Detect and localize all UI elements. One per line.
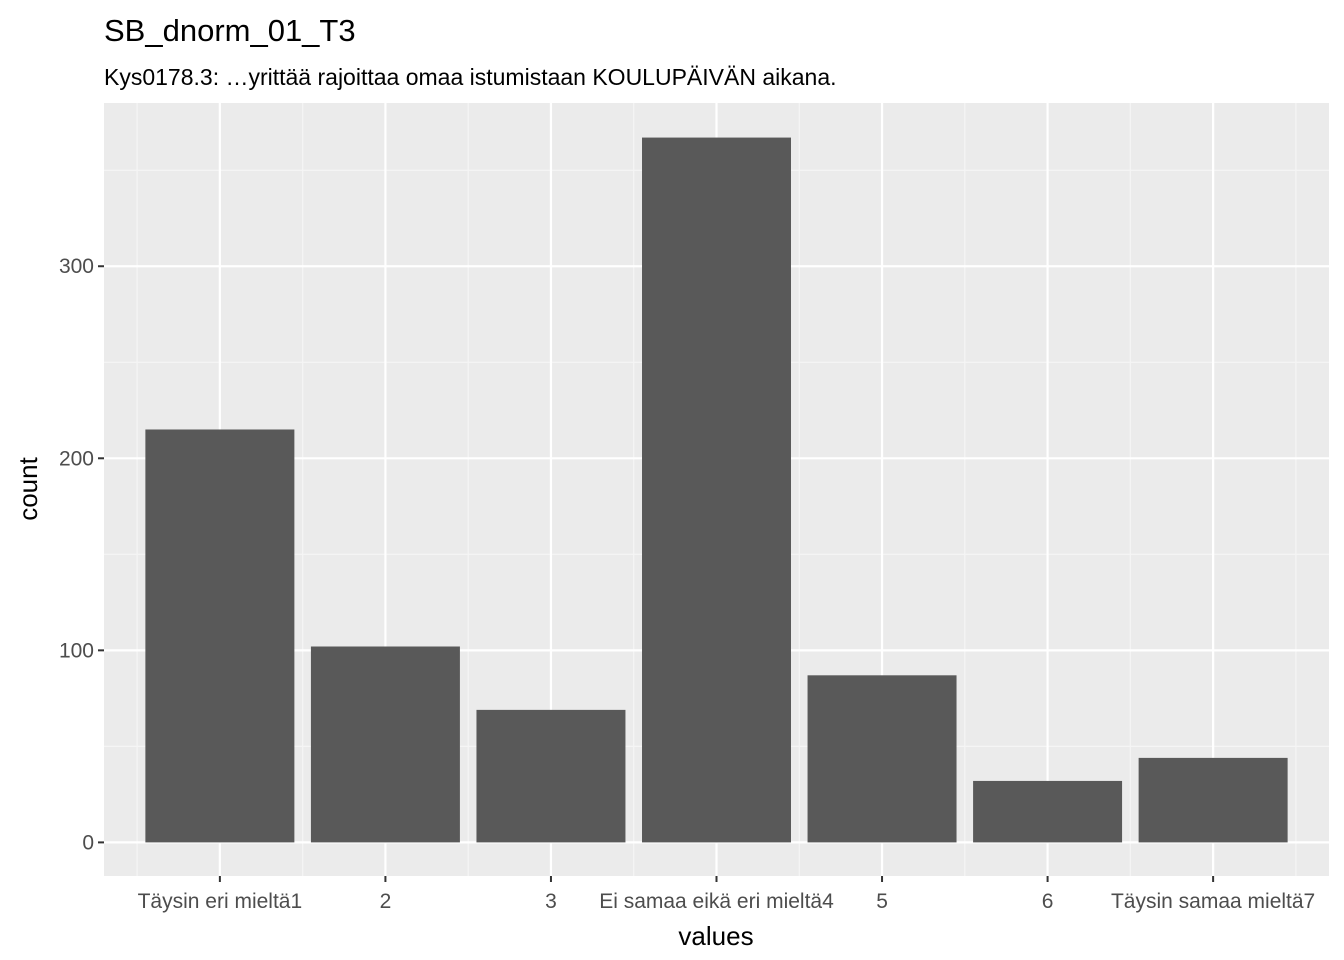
x-tick-label: 2 <box>380 890 392 913</box>
bar <box>145 429 295 843</box>
bars <box>145 137 1288 843</box>
chart-subtitle: Kys0178.3: …yrittää rajoittaa omaa istum… <box>104 64 837 90</box>
x-tick-label: Ei samaa eikä eri mieltä4 <box>599 890 834 913</box>
chart-title: SB_dnorm_01_T3 <box>104 13 356 48</box>
y-tick-label: 300 <box>59 255 94 278</box>
bar <box>1138 757 1288 843</box>
x-axis-title: values <box>678 921 753 951</box>
x-tick-label: 5 <box>876 890 888 913</box>
bar <box>642 137 791 843</box>
x-tick-label: Täysin samaa mieltä7 <box>1111 890 1315 913</box>
y-axis: 0 100 200 300 <box>59 255 104 854</box>
x-tick-label: 6 <box>1042 890 1054 913</box>
y-axis-title: count <box>13 456 43 520</box>
x-tick-label: 3 <box>545 890 557 913</box>
y-tick-label: 100 <box>59 639 94 662</box>
y-tick-label: 0 <box>82 831 94 854</box>
bar <box>807 675 957 843</box>
x-tick-label: Täysin eri mieltä1 <box>138 890 303 913</box>
bar <box>310 646 460 843</box>
y-tick-label: 200 <box>59 447 94 470</box>
bar <box>973 780 1123 843</box>
x-axis: Täysin eri mieltä1 2 3 Ei samaa eikä eri mi… <box>138 876 1315 913</box>
bar <box>476 709 626 843</box>
